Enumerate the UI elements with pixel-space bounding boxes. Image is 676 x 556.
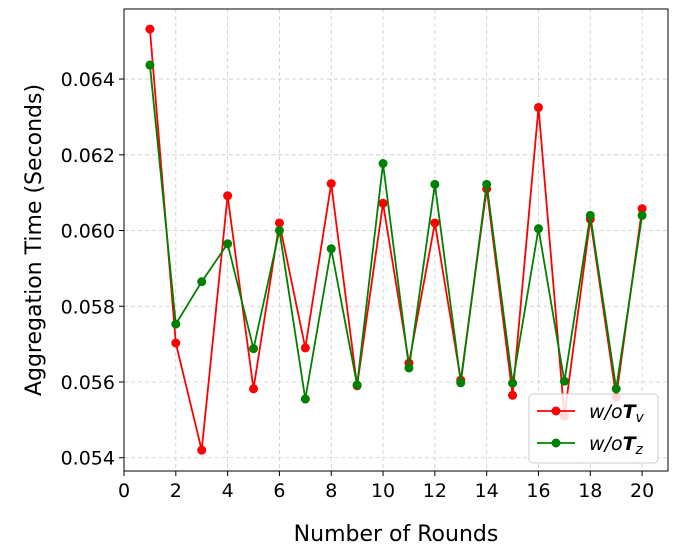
data-point: [197, 277, 207, 287]
data-point: [145, 24, 155, 34]
series-line: [149, 64, 643, 400]
series-group: [145, 24, 647, 455]
data-point: [482, 179, 492, 189]
y-tick-label: 0.056: [61, 372, 115, 394]
data-point: [300, 394, 310, 404]
data-point: [249, 384, 259, 394]
data-point: [378, 159, 388, 169]
data-point: [223, 239, 233, 249]
x-tick-label: 18: [578, 480, 602, 502]
x-tick-label: 8: [325, 480, 337, 502]
data-point: [456, 378, 466, 388]
x-tick-label: 2: [170, 480, 182, 502]
x-tick-label: 10: [371, 480, 395, 502]
data-point: [197, 445, 207, 455]
legend-item-2: w/oTz: [537, 433, 644, 458]
series-line: [149, 29, 643, 451]
data-point: [637, 204, 647, 214]
data-point: [171, 319, 181, 329]
data-point: [508, 378, 518, 388]
legend-label: w/oTz: [589, 433, 644, 458]
x-tick-label: 0: [118, 480, 130, 502]
data-point: [430, 218, 440, 228]
x-axis-label: Number of Rounds: [294, 522, 499, 547]
data-point: [326, 244, 336, 254]
data-point: [249, 344, 259, 354]
x-tick-label: 4: [222, 480, 234, 502]
y-tick-label: 0.060: [61, 221, 115, 243]
data-point: [585, 210, 595, 220]
series-2: [145, 60, 647, 404]
data-point: [326, 179, 336, 189]
data-point: [300, 343, 310, 353]
data-point: [559, 376, 569, 386]
data-point: [611, 384, 621, 394]
y-tick-label: 0.058: [61, 296, 115, 318]
data-point: [171, 338, 181, 348]
x-tick-label: 12: [423, 480, 447, 502]
x-axis: 0 2 4 6 8 10 12 14 16 18 20: [118, 471, 654, 502]
data-point: [637, 210, 647, 220]
data-point: [533, 102, 543, 112]
y-axis-label: Aggregation Time (Seconds): [22, 84, 47, 396]
data-point: [378, 198, 388, 208]
data-point: [533, 224, 543, 234]
legend-label: w/oTv: [589, 401, 645, 426]
data-point: [223, 191, 233, 201]
data-point: [145, 60, 155, 70]
data-point: [274, 226, 284, 236]
x-tick-label: 14: [475, 480, 499, 502]
y-tick-label: 0.062: [61, 145, 115, 167]
data-point: [508, 390, 518, 400]
x-tick-label: 16: [526, 480, 550, 502]
x-tick-label: 6: [273, 480, 285, 502]
y-axis: 0.054 0.056 0.058 0.060 0.062 0.064: [61, 69, 124, 470]
legend-marker: [551, 438, 561, 448]
x-tick-label: 20: [630, 480, 654, 502]
y-tick-label: 0.054: [61, 448, 115, 470]
legend-marker: [551, 406, 561, 416]
data-point: [430, 179, 440, 189]
data-point: [352, 380, 362, 390]
legend: w/oTv w/oTz: [528, 393, 659, 464]
series-1: [145, 24, 647, 455]
data-point: [404, 363, 414, 373]
y-tick-label: 0.064: [61, 69, 115, 91]
data-point: [274, 218, 284, 228]
legend-item-1: w/oTv: [537, 401, 645, 426]
plot-frame: [123, 8, 669, 472]
